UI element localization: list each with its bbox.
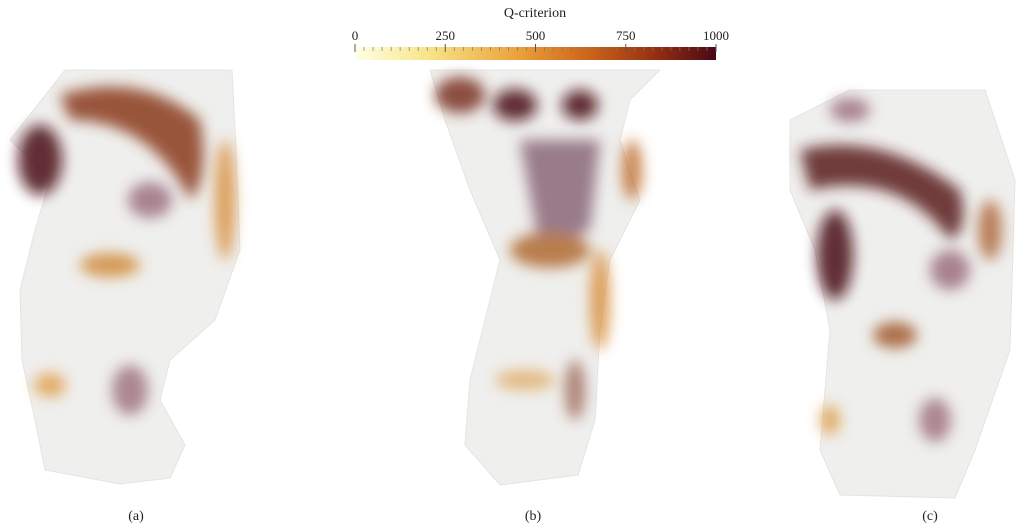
colorbar: Q-criterion 0 250 500 750 1000 <box>352 6 729 60</box>
tick-label: 250 <box>436 28 456 43</box>
tick-label: 500 <box>526 28 546 43</box>
panel-c-render <box>790 90 1015 498</box>
figure: Q-criterion 0 250 500 750 1000 (a) (b) (c) <box>0 0 1019 529</box>
panel-label: (b) <box>525 509 542 524</box>
tick-label: 0 <box>352 28 359 43</box>
tick-label: 1000 <box>703 28 729 43</box>
panel-label: (c) <box>922 509 938 524</box>
panel-a-render <box>10 70 240 484</box>
colorbar-title: Q-criterion <box>504 6 566 21</box>
panel-b-render <box>430 70 660 485</box>
tick-label: 750 <box>616 28 636 43</box>
panel-label: (a) <box>128 509 144 524</box>
